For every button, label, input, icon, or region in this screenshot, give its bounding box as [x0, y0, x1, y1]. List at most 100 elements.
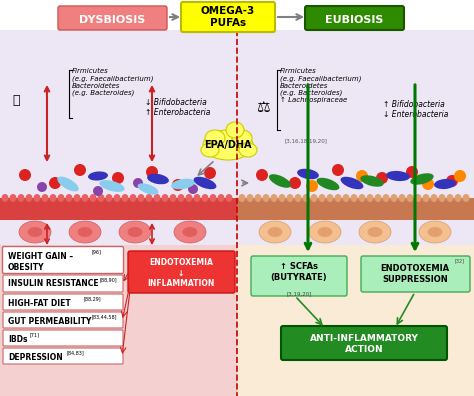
Ellipse shape	[88, 171, 108, 181]
FancyBboxPatch shape	[237, 245, 474, 396]
Text: DEPRESSION: DEPRESSION	[8, 352, 63, 362]
FancyBboxPatch shape	[237, 30, 474, 245]
Ellipse shape	[430, 194, 438, 202]
Circle shape	[446, 175, 458, 187]
Ellipse shape	[335, 194, 341, 202]
Ellipse shape	[69, 221, 101, 243]
Text: ↑ Bifidobacteria
↓ Enterobacteria: ↑ Bifidobacteria ↓ Enterobacteria	[383, 100, 448, 120]
Text: HIGH-FAT DIET: HIGH-FAT DIET	[8, 299, 71, 308]
Ellipse shape	[182, 227, 198, 237]
Text: [96]: [96]	[92, 249, 102, 254]
Circle shape	[74, 164, 86, 176]
Ellipse shape	[193, 194, 201, 202]
Ellipse shape	[232, 130, 252, 146]
Ellipse shape	[201, 143, 219, 157]
FancyBboxPatch shape	[3, 312, 123, 328]
Ellipse shape	[455, 194, 462, 202]
Ellipse shape	[174, 221, 206, 243]
Ellipse shape	[263, 194, 270, 202]
Ellipse shape	[267, 227, 283, 237]
Text: GUT PERMEABILITY: GUT PERMEABILITY	[8, 316, 91, 326]
Circle shape	[454, 170, 466, 182]
Ellipse shape	[317, 178, 339, 190]
Ellipse shape	[34, 194, 40, 202]
Text: [3,19,20]: [3,19,20]	[286, 291, 312, 296]
Ellipse shape	[57, 194, 64, 202]
Text: ANTI-INFLAMMATORY
ACTION: ANTI-INFLAMMATORY ACTION	[310, 334, 419, 354]
Ellipse shape	[49, 194, 56, 202]
Ellipse shape	[205, 130, 225, 146]
Text: INSULIN RESISTANCE: INSULIN RESISTANCE	[8, 280, 99, 289]
Circle shape	[93, 186, 103, 196]
Circle shape	[256, 169, 268, 181]
Ellipse shape	[374, 194, 382, 202]
Circle shape	[19, 169, 31, 181]
FancyBboxPatch shape	[281, 326, 447, 360]
Ellipse shape	[259, 221, 291, 243]
Ellipse shape	[73, 194, 81, 202]
Ellipse shape	[147, 174, 169, 184]
FancyBboxPatch shape	[181, 2, 275, 32]
Ellipse shape	[327, 194, 334, 202]
Ellipse shape	[128, 227, 143, 237]
Ellipse shape	[438, 194, 446, 202]
Ellipse shape	[239, 143, 257, 157]
FancyBboxPatch shape	[2, 246, 124, 274]
Text: EUBIOSIS: EUBIOSIS	[325, 15, 383, 25]
Ellipse shape	[269, 174, 291, 188]
Ellipse shape	[100, 180, 125, 192]
Text: [3,16,18,19,20]: [3,16,18,19,20]	[285, 138, 328, 143]
Text: [83,44,58]: [83,44,58]	[92, 314, 118, 319]
FancyBboxPatch shape	[0, 198, 237, 220]
Text: IBDs: IBDs	[8, 335, 27, 343]
Text: OMEGA-3
PUFAs: OMEGA-3 PUFAs	[201, 6, 255, 28]
Ellipse shape	[399, 194, 405, 202]
Ellipse shape	[318, 227, 332, 237]
Ellipse shape	[171, 179, 195, 189]
Ellipse shape	[434, 179, 456, 189]
Ellipse shape	[113, 194, 120, 202]
Ellipse shape	[177, 194, 184, 202]
FancyBboxPatch shape	[237, 198, 474, 220]
Text: Firmicutes
(e.g. Faecalibacterium)
Bacteroidetes
(e.g. Bacteroides): Firmicutes (e.g. Faecalibacterium) Bacte…	[72, 68, 154, 96]
Circle shape	[306, 180, 318, 192]
Ellipse shape	[137, 194, 145, 202]
Ellipse shape	[310, 194, 318, 202]
Ellipse shape	[27, 227, 43, 237]
Text: WEIGHT GAIN –
OBESITY: WEIGHT GAIN – OBESITY	[8, 252, 73, 272]
FancyBboxPatch shape	[0, 245, 237, 396]
Ellipse shape	[386, 171, 410, 181]
Ellipse shape	[302, 194, 310, 202]
FancyBboxPatch shape	[305, 6, 404, 30]
Ellipse shape	[428, 227, 443, 237]
Ellipse shape	[170, 194, 176, 202]
Ellipse shape	[98, 194, 104, 202]
Ellipse shape	[255, 194, 262, 202]
Ellipse shape	[82, 194, 89, 202]
Text: ⛽: ⛽	[12, 93, 20, 107]
Ellipse shape	[286, 194, 293, 202]
Text: ENDOTOXEMIA
↓
INFLAMMATION: ENDOTOXEMIA ↓ INFLAMMATION	[147, 258, 215, 288]
Ellipse shape	[360, 175, 383, 187]
Circle shape	[37, 182, 47, 192]
Ellipse shape	[162, 194, 168, 202]
Ellipse shape	[383, 194, 390, 202]
Text: ⚖: ⚖	[256, 99, 270, 114]
Ellipse shape	[447, 194, 454, 202]
Ellipse shape	[193, 177, 217, 189]
Ellipse shape	[119, 221, 151, 243]
Text: ↑ SCFAs
(BUTYRATE): ↑ SCFAs (BUTYRATE)	[271, 262, 328, 282]
Ellipse shape	[121, 194, 128, 202]
Ellipse shape	[422, 194, 429, 202]
Ellipse shape	[463, 194, 470, 202]
Ellipse shape	[203, 130, 253, 160]
Ellipse shape	[210, 194, 217, 202]
Ellipse shape	[359, 221, 391, 243]
Circle shape	[49, 177, 61, 189]
Ellipse shape	[137, 183, 158, 195]
Text: ↓ Bifidobacteria
↑ Enterobacteria: ↓ Bifidobacteria ↑ Enterobacteria	[145, 98, 210, 117]
Ellipse shape	[271, 194, 277, 202]
FancyBboxPatch shape	[0, 30, 237, 245]
Ellipse shape	[309, 221, 341, 243]
FancyBboxPatch shape	[3, 294, 123, 310]
